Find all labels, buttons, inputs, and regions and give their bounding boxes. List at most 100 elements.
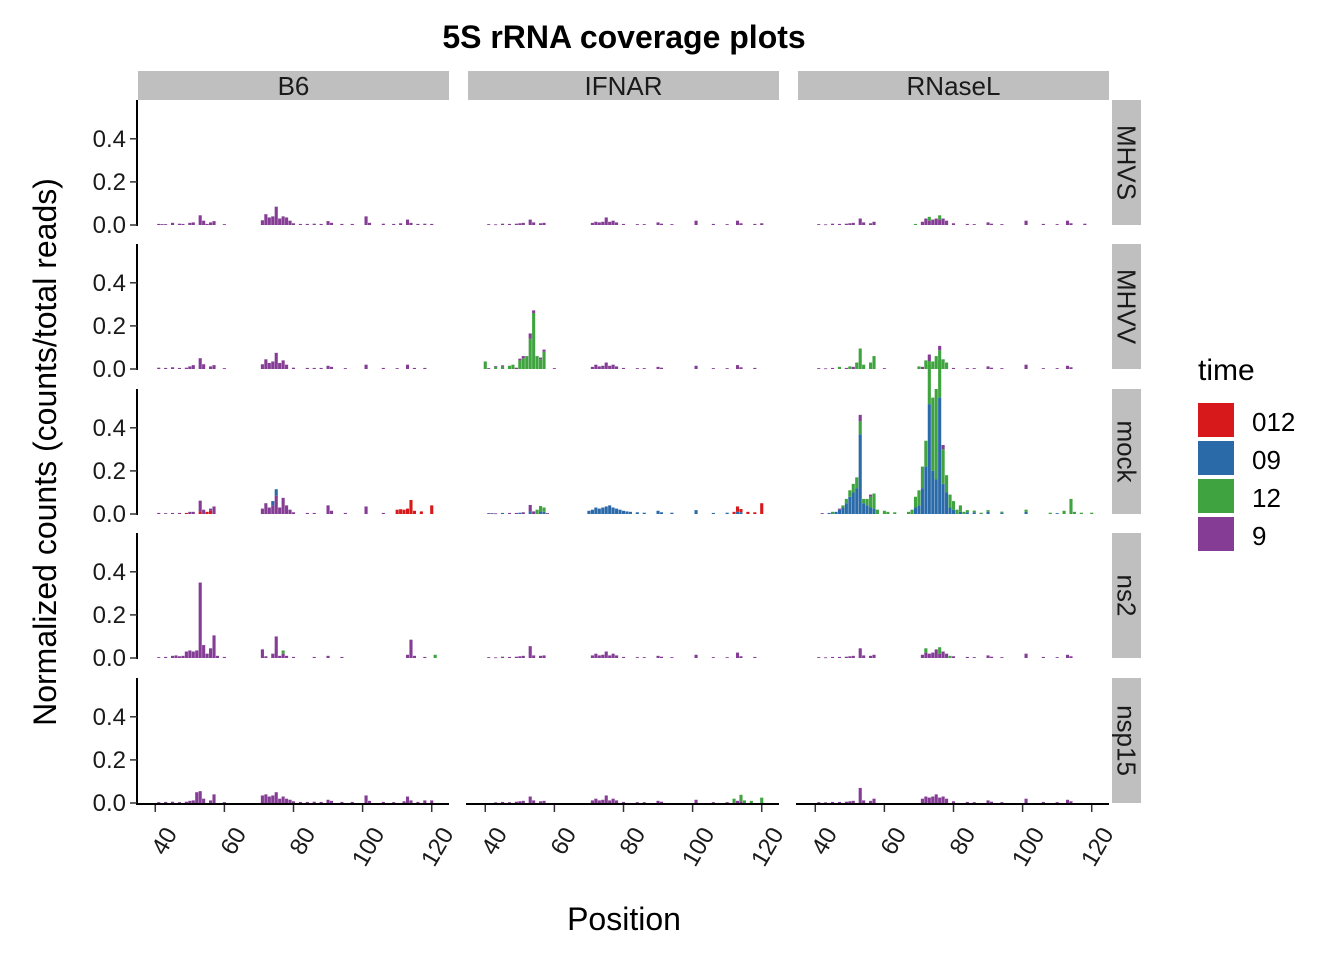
bar-time-9 bbox=[528, 796, 532, 803]
bar-time-9 bbox=[364, 506, 368, 514]
bar-time-9 bbox=[924, 796, 928, 803]
legend-label: 012 bbox=[1252, 407, 1295, 437]
strip-row-mock: mock bbox=[1112, 389, 1142, 514]
bar-time-9 bbox=[340, 223, 344, 225]
bar-time-012 bbox=[205, 511, 209, 514]
bar-time-9 bbox=[521, 356, 525, 359]
bar-time-9 bbox=[164, 513, 168, 514]
bar-time-09 bbox=[271, 501, 275, 506]
bar-time-09 bbox=[862, 503, 866, 514]
bar-time-12 bbox=[831, 511, 835, 514]
bar-time-9 bbox=[869, 800, 873, 803]
bar-time-9 bbox=[209, 366, 213, 369]
bar-time-12 bbox=[938, 647, 942, 654]
bar-time-9 bbox=[594, 798, 598, 803]
bar-time-09 bbox=[941, 483, 945, 514]
bar-time-9 bbox=[938, 653, 942, 658]
bar-time-12 bbox=[945, 362, 949, 369]
bar-time-9 bbox=[1069, 367, 1073, 369]
bar-time-12 bbox=[941, 359, 945, 369]
x-axis-title: Position bbox=[567, 901, 681, 937]
bar-time-12 bbox=[1079, 512, 1083, 514]
bar-time-12 bbox=[917, 366, 921, 369]
bar-time-9 bbox=[735, 652, 740, 658]
bar-time-9 bbox=[184, 367, 188, 369]
bar-time-9 bbox=[862, 655, 866, 658]
bar-time-9 bbox=[621, 656, 626, 658]
bar-time-9 bbox=[487, 513, 491, 514]
bar-time-9 bbox=[291, 512, 296, 514]
bar-time-9 bbox=[590, 222, 594, 225]
bar-time-9 bbox=[711, 657, 715, 658]
bar-time-9 bbox=[392, 802, 396, 803]
bar-time-9 bbox=[872, 221, 876, 225]
bar-time-012 bbox=[198, 511, 202, 514]
bar-time-9 bbox=[621, 801, 626, 803]
bar-time-9 bbox=[271, 216, 275, 225]
bar-time-9 bbox=[831, 801, 835, 803]
bar-time-9 bbox=[507, 223, 512, 225]
strip-row-mhvv: MHVV bbox=[1112, 244, 1142, 369]
bar-time-12 bbox=[872, 356, 876, 369]
bar-time-12 bbox=[869, 362, 873, 369]
bar-time-9 bbox=[171, 367, 175, 369]
bar-time-9 bbox=[184, 651, 188, 658]
bar-time-12 bbox=[893, 512, 897, 514]
bar-time-9 bbox=[711, 802, 715, 803]
bar-time-9 bbox=[381, 223, 385, 225]
bar-time-9 bbox=[1065, 654, 1070, 658]
bar-time-9 bbox=[514, 656, 518, 658]
bar-time-12 bbox=[1072, 511, 1076, 514]
bar-time-9 bbox=[831, 367, 835, 369]
bar-time-9 bbox=[528, 219, 532, 225]
bar-time-12 bbox=[920, 466, 924, 489]
bar-time-9 bbox=[281, 216, 285, 225]
bar-time-012 bbox=[412, 510, 416, 514]
bar-time-9 bbox=[611, 798, 615, 803]
bar-time-09 bbox=[542, 511, 546, 514]
bar-time-9 bbox=[594, 364, 598, 369]
bar-time-9 bbox=[851, 366, 855, 369]
bar-time-012 bbox=[405, 508, 410, 514]
bar-time-9 bbox=[184, 801, 188, 803]
bar-time-9 bbox=[869, 494, 873, 497]
bar-time-9 bbox=[817, 368, 821, 369]
chart-title: 5S rRNA coverage plots bbox=[442, 19, 805, 55]
y-tick-label: 0.2 bbox=[93, 169, 126, 196]
bar-time-12 bbox=[848, 490, 852, 497]
bar-time-09 bbox=[501, 512, 505, 514]
bar-time-9 bbox=[260, 220, 264, 225]
bar-time-9 bbox=[965, 223, 969, 225]
bar-time-9 bbox=[160, 224, 164, 225]
bar-time-9 bbox=[326, 505, 330, 514]
bar-time-9 bbox=[986, 800, 990, 803]
bar-time-9 bbox=[824, 224, 828, 226]
bar-time-9 bbox=[198, 500, 202, 512]
bar-time-9 bbox=[753, 367, 757, 369]
bar-time-12 bbox=[931, 361, 935, 369]
bar-time-9 bbox=[281, 653, 285, 658]
bar-time-9 bbox=[927, 220, 931, 225]
bar-time-09 bbox=[739, 512, 743, 514]
bar-time-9 bbox=[195, 650, 199, 658]
bar-time-012 bbox=[430, 505, 434, 514]
bar-time-9 bbox=[521, 655, 525, 658]
bar-time-12 bbox=[742, 800, 746, 803]
bar-time-09 bbox=[1000, 512, 1004, 514]
bar-time-9 bbox=[350, 223, 354, 225]
bar-time-9 bbox=[267, 796, 271, 803]
bar-time-9 bbox=[659, 223, 664, 225]
bar-time-9 bbox=[157, 657, 161, 658]
bar-time-9 bbox=[837, 223, 842, 225]
bar-time-9 bbox=[986, 222, 990, 225]
bar-time-12 bbox=[872, 493, 876, 509]
bar-time-9 bbox=[1000, 224, 1004, 225]
bar-time-9 bbox=[615, 222, 619, 225]
bar-time-9 bbox=[1000, 657, 1004, 658]
strip-col-label: RNaseL bbox=[907, 71, 1001, 101]
bar-time-9 bbox=[656, 366, 660, 369]
bar-time-9 bbox=[604, 795, 608, 803]
bar-time-9 bbox=[824, 802, 828, 804]
bar-time-9 bbox=[364, 216, 368, 225]
bar-time-9 bbox=[423, 656, 427, 658]
